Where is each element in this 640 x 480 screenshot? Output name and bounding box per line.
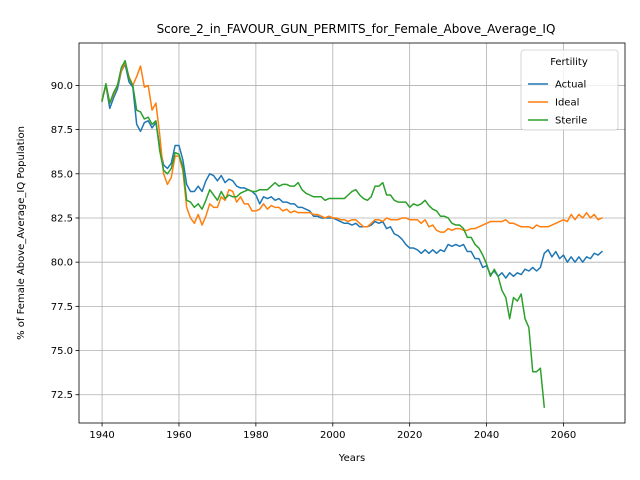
x-tick-label: 2060 (551, 430, 576, 441)
chart-title: Score_2_in_FAVOUR_GUN_PERMITS_for_Female… (157, 22, 556, 36)
x-tick-label: 2000 (320, 430, 345, 441)
legend-label-ideal: Ideal (555, 98, 579, 109)
y-tick-label: 82.5 (51, 213, 73, 224)
y-tick-label: 90.0 (51, 81, 73, 92)
series-line-actual (101, 63, 603, 279)
legend-box (520, 49, 619, 131)
y-tick-label: 75.0 (51, 346, 73, 357)
x-axis-ticks: 1940 1960 1980 2000 2020 2040 2060 (89, 423, 576, 441)
y-tick-label: 87.5 (51, 125, 73, 136)
legend-title: Fertility (550, 57, 588, 68)
x-tick-label: 2020 (397, 430, 422, 441)
y-axis-label: % of Female Above_Average_IQ Population (16, 126, 27, 340)
x-tick-label: 1960 (166, 430, 191, 441)
x-axis-label: Years (338, 453, 365, 464)
x-tick-label: 1940 (89, 430, 114, 441)
legend-label-sterile: Sterile (555, 116, 587, 127)
y-tick-label: 85.0 (51, 169, 73, 180)
y-tick-label: 72.5 (51, 390, 73, 401)
legend-entries: Actual Ideal Sterile (528, 80, 587, 127)
y-tick-label: 77.5 (51, 302, 73, 313)
x-tick-label: 1980 (243, 430, 268, 441)
legend: Fertility Actual Ideal Sterile (520, 49, 619, 131)
plot-area-frame (78, 42, 626, 424)
y-axis-ticks: 72.5 75.0 77.5 80.0 82.5 85.0 87.5 90.0 (51, 81, 79, 401)
series-lines (101, 59, 603, 408)
x-tick-label: 2040 (474, 430, 499, 441)
series-line-sterile (101, 59, 546, 408)
legend-label-actual: Actual (555, 80, 586, 91)
y-tick-label: 80.0 (51, 258, 73, 269)
